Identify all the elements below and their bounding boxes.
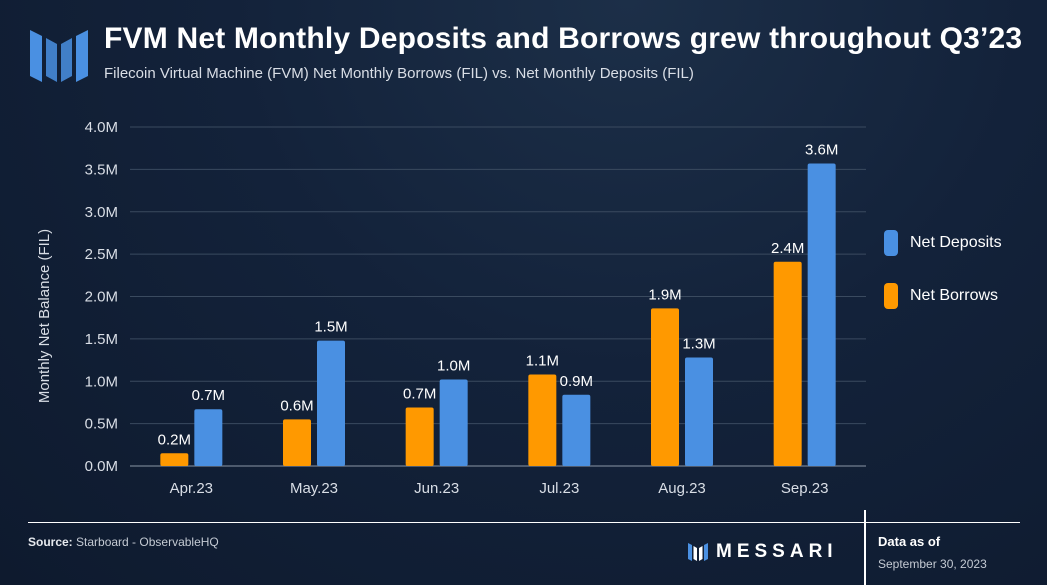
chart-subtitle: Filecoin Virtual Machine (FVM) Net Month… [104, 65, 694, 82]
x-axis-ticks: Apr.23 May.23 Jun.23 Jul.23 Aug.23 Sep.23 [170, 480, 829, 497]
messari-brand: MESSARI [688, 541, 838, 563]
footer-divider-line [28, 522, 1020, 523]
bar-net-borrows [651, 308, 679, 466]
bar-net-deposits [562, 394, 591, 466]
x-tick-label: Aug.23 [658, 480, 706, 497]
data-label-net-deposits: 1.0M [437, 358, 470, 375]
source-note: Source: Starboard - ObservableHQ [28, 535, 219, 549]
data-label-net-deposits: 1.5M [314, 319, 347, 336]
x-tick-label: May.23 [290, 480, 338, 497]
x-tick-label: Apr.23 [170, 480, 213, 497]
legend-item-borrows: Net Borrows [884, 283, 1002, 309]
legend-swatch-deposits [884, 230, 898, 256]
y-tick-label: 2.5M [85, 246, 118, 263]
bar-net-deposits [317, 340, 345, 466]
data-label-net-deposits: 1.3M [682, 336, 715, 353]
messari-wordmark: MESSARI [716, 541, 838, 562]
messari-logo-icon [30, 30, 88, 82]
x-tick-label: Jun.23 [414, 480, 459, 497]
data-label-net-borrows: 1.9M [648, 286, 681, 303]
legend-item-deposits: Net Deposits [884, 230, 1002, 256]
chart-title: FVM Net Monthly Deposits and Borrows gre… [104, 22, 1023, 55]
y-tick-label: 2.0M [85, 289, 118, 306]
y-axis-label: Monthly Net Balance (FIL) [36, 229, 53, 403]
legend: Net Deposits Net Borrows [884, 230, 1002, 336]
data-labels: 0.2M0.7M0.6M1.5M0.7M1.0M 1.1M0.9M1.9M1.3M… [158, 141, 839, 448]
legend-label-borrows: Net Borrows [910, 287, 999, 304]
y-tick-label: 3.0M [85, 204, 118, 221]
bar-net-deposits [194, 409, 223, 466]
data-label-net-deposits: 0.9M [560, 373, 593, 390]
y-tick-label: 1.0M [85, 373, 118, 390]
bar-net-borrows [405, 407, 434, 466]
data-label-net-borrows: 2.4M [771, 240, 804, 257]
legend-swatch-borrows [884, 283, 898, 309]
data-label-net-deposits: 0.7M [192, 387, 225, 404]
footer-vertical-divider [864, 510, 866, 585]
data-date: September 30, 2023 [878, 557, 987, 571]
source-label: Source: [28, 535, 73, 549]
data-label-net-borrows: 0.2M [158, 431, 191, 448]
bar-net-borrows [773, 261, 802, 466]
data-label-net-borrows: 0.6M [280, 397, 313, 414]
data-label-net-deposits: 3.6M [805, 141, 838, 158]
bar-net-borrows [528, 374, 557, 466]
bar-net-borrows [283, 419, 311, 466]
legend-label-deposits: Net Deposits [910, 234, 1002, 251]
bar-net-deposits [807, 163, 836, 466]
x-tick-label: Jul.23 [539, 480, 579, 497]
y-tick-label: 0.0M [85, 458, 118, 475]
bar-net-deposits [439, 379, 468, 466]
x-tick-label: Sep.23 [781, 480, 829, 497]
grid-lines [130, 126, 866, 467]
bar-net-deposits [685, 357, 713, 466]
messari-mark-icon [688, 543, 708, 561]
bar-net-borrows [160, 453, 189, 466]
y-tick-label: 0.5M [85, 416, 118, 433]
y-tick-label: 3.5M [85, 161, 118, 178]
data-as-of-label: Data as of [878, 534, 941, 549]
y-tick-label: 4.0M [85, 119, 118, 136]
y-tick-label: 1.5M [85, 331, 118, 348]
source-text: Starboard - ObservableHQ [72, 535, 219, 549]
data-label-net-borrows: 1.1M [526, 352, 559, 369]
data-label-net-borrows: 0.7M [403, 386, 436, 403]
bars [160, 163, 836, 466]
y-axis-ticks: 0.0M 0.5M 1.0M 1.5M 2.0M 2.5M 3.0M 3.5M 4.0M [85, 119, 118, 475]
